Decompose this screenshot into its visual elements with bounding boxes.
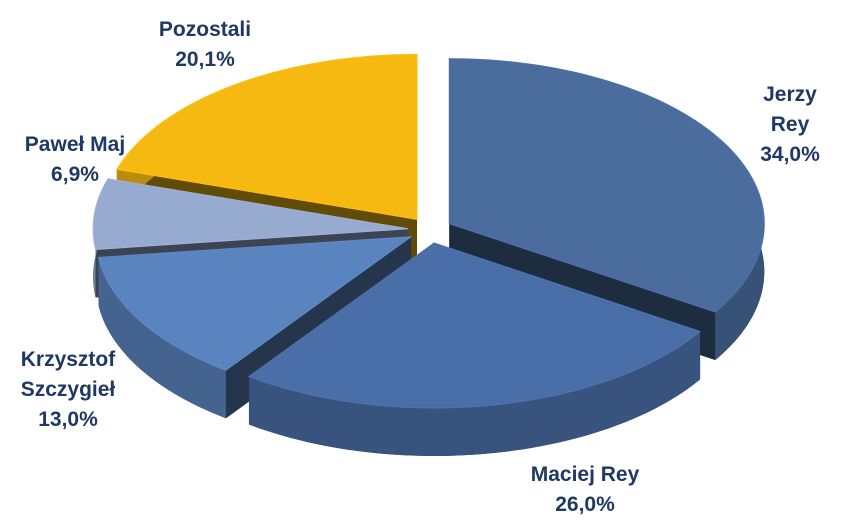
value-label: 6,9% [51,163,99,186]
category-label: Pozostali [158,18,252,41]
value-label: 26,0% [555,493,615,516]
slice-side [248,331,701,456]
slice [115,53,418,220]
category-label: Krzysztof Szczygieł [20,348,116,401]
slice [92,178,409,251]
slice-label: Krzysztof Szczygieł 13,0% [3,345,133,435]
slice-label: Maciej Rey 26,0% [531,460,640,520]
slice [97,236,413,371]
slice [448,58,765,313]
value-label: 13,0% [38,408,98,431]
category-label: Jerzy Rey [763,83,817,136]
slice-label: Pozostali 20,1% [159,15,251,75]
slice-side [98,257,226,419]
value-label: 34,0% [760,143,820,166]
slice-label: Paweł Maj 6,9% [25,130,125,190]
slice [247,242,702,409]
category-label: Maciej Rey [530,463,640,486]
value-label: 20,1% [175,48,235,71]
slice-group [247,242,702,456]
category-label: Paweł Maj [24,133,126,156]
slice-label: Jerzy Rey 34,0% [760,80,820,170]
